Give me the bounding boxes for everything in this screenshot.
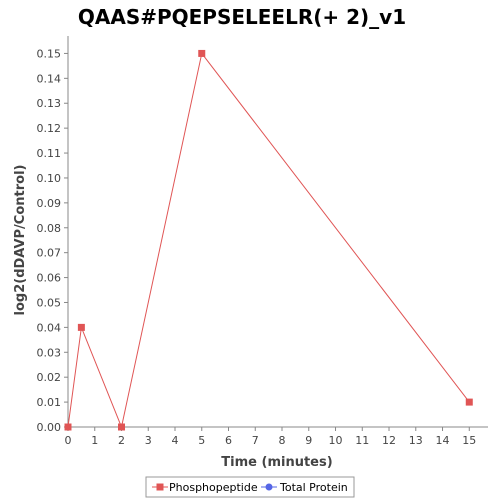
legend-marker: [156, 483, 164, 491]
y-tick-label: 0.15: [37, 47, 62, 60]
y-tick-label: 0.03: [37, 346, 62, 359]
data-point: [465, 398, 473, 406]
y-tick-label: 0.04: [37, 321, 62, 334]
series-line: [67, 52, 470, 429]
legend-label: Total Protein: [279, 481, 348, 494]
x-tick-label: 13: [409, 434, 423, 447]
x-tick-label: 15: [462, 434, 476, 447]
data-point: [198, 49, 206, 57]
legend-item: Phosphopeptide: [152, 481, 258, 494]
x-axis-title: Time (minutes): [221, 455, 332, 470]
plot-area: [67, 36, 488, 428]
x-tick-label: 1: [91, 434, 98, 447]
x-tick-label: 6: [225, 434, 232, 447]
legend-marker: [265, 483, 273, 491]
x-tick-label: 2: [118, 434, 125, 447]
y-tick-label: 0.11: [37, 147, 62, 160]
y-tick-label: 0.13: [37, 97, 62, 110]
y-tick-label: 0.06: [37, 272, 62, 285]
y-tick-label: 0.01: [37, 396, 62, 409]
x-tick-label: 11: [355, 434, 369, 447]
y-tick-label: 0.02: [37, 371, 62, 384]
legend-item: Total Protein: [261, 481, 348, 494]
legend-box: [145, 476, 355, 498]
y-tick-label: 0.09: [37, 197, 62, 210]
x-tick-label: 14: [436, 434, 450, 447]
y-axis: 0.00 0.01 0.02 0.03 0.04 0.05 0.06 0.07 0.08 0.09…: [37, 47, 68, 434]
y-tick-label: 0.14: [37, 72, 62, 85]
data-point: [118, 423, 126, 431]
y-tick-label: 0.07: [37, 247, 62, 260]
series-layer: [64, 49, 473, 431]
legend-label: Phosphopeptide: [169, 481, 258, 494]
x-tick-label: 5: [198, 434, 205, 447]
x-tick-label: 3: [145, 434, 152, 447]
legend: Phosphopeptide Total Protein: [145, 476, 355, 498]
chart-title: QAAS#PQEPSELEELR(+ 2)_v1: [78, 5, 406, 29]
y-tick-label: 0.08: [37, 222, 62, 235]
y-tick-label: 0.12: [37, 122, 62, 135]
x-tick-label: 9: [305, 434, 312, 447]
x-tick-label: 8: [279, 434, 286, 447]
data-point: [77, 323, 85, 331]
x-axis: 0 1 2 3 4 5 6 7 8 9 10 11 12 13 14 15: [65, 427, 476, 447]
x-tick-label: 10: [329, 434, 343, 447]
x-tick-label: 0: [65, 434, 72, 447]
y-tick-label: 0.10: [37, 172, 62, 185]
x-tick-label: 4: [172, 434, 179, 447]
y-axis-title: log2(dDAVP/Control): [13, 165, 28, 316]
x-tick-label: 12: [382, 434, 396, 447]
y-tick-label: 0.00: [37, 421, 62, 434]
data-point: [64, 423, 72, 431]
y-tick-label: 0.05: [37, 296, 62, 309]
x-tick-label: 7: [252, 434, 259, 447]
